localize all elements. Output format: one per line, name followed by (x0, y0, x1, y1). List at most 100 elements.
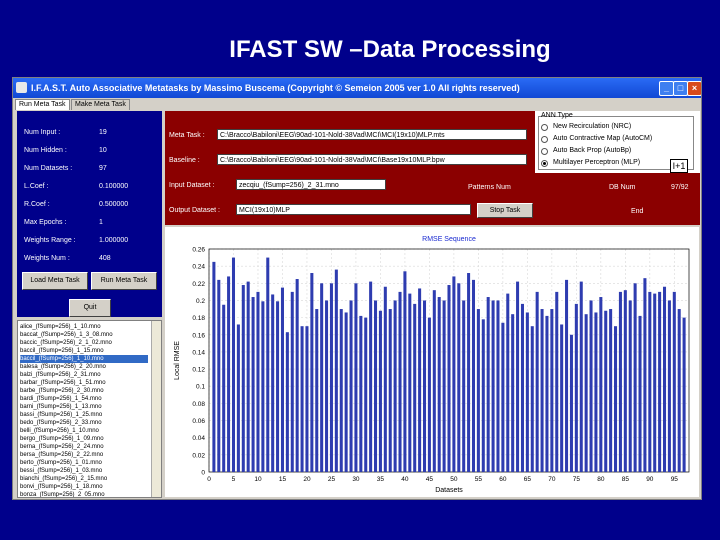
list-item[interactable]: baccil_(fSump=256)_1_15.mno (20, 348, 104, 354)
close-button[interactable]: × (687, 81, 701, 96)
bar (295, 279, 299, 472)
bar (530, 326, 534, 472)
input-dataset-field[interactable]: zecqiu_(fSump=256)_2_31.mno (236, 179, 386, 190)
stop-task-button[interactable]: Stop Task (477, 203, 533, 218)
x-tick-label: 35 (377, 476, 385, 483)
load-meta-task-button[interactable]: Load Meta Task (22, 272, 88, 290)
list-item[interactable]: bessi_(fSump=256)_1_03.mno (20, 468, 103, 474)
list-item[interactable]: barbar_(fSump=256)_1_51.mno (20, 380, 106, 386)
bar (227, 276, 231, 472)
list-item[interactable]: bergo_(fSump=256)_1_09.mno (20, 436, 104, 442)
bar (437, 297, 441, 472)
bar (432, 290, 436, 472)
bar (476, 309, 480, 472)
bar (280, 287, 284, 472)
bar (555, 291, 559, 472)
bar (266, 257, 270, 472)
bar (236, 324, 240, 472)
input-dataset-label: Input Dataset : (169, 182, 215, 189)
list-item[interactable]: baccic_(fSump=256)_2_1_02.mno (20, 340, 112, 346)
slide-title: IFAST SW –Data Processing (229, 36, 551, 63)
bar (574, 303, 578, 472)
bar (422, 300, 427, 472)
bar (579, 281, 583, 472)
list-item[interactable]: berto_(fSump=256)_1_01.mno (20, 460, 102, 466)
x-tick-label: 75 (573, 476, 581, 483)
list-item[interactable]: bonza_(fSump=256)_2_05.mno (20, 492, 105, 498)
quit-button[interactable]: Quit (69, 299, 111, 317)
bar (442, 300, 446, 472)
window-titlebar[interactable]: I.F.A.S.T. Auto Associative Metatasks by… (13, 78, 701, 98)
list-item[interactable]: bedo_(fSump=256)_2_33.mno (20, 420, 102, 426)
y-tick-label: 0 (201, 470, 205, 477)
bar (462, 300, 466, 472)
y-tick-label: 0.24 (192, 264, 205, 271)
list-item[interactable]: barbe_(fSump=256)_2_30.mno (20, 388, 104, 394)
list-item[interactable]: berna_(fSump=256)_2_24.mno (20, 444, 104, 450)
list-item[interactable]: barni_(fSump=256)_1_13.mno (20, 404, 102, 410)
list-item[interactable]: bianchi_(fSump=256)_2_15.mno (20, 476, 108, 482)
bar (427, 317, 431, 472)
radio-nrc[interactable] (541, 124, 548, 131)
radio-mlp[interactable] (541, 160, 548, 167)
plus-one-button[interactable]: I+1 (670, 159, 688, 173)
metatask-label: Meta Task : (169, 132, 205, 139)
list-item[interactable]: balzi_(fSump=256)_2_31.mno (20, 372, 101, 378)
param-label: Num Datasets : (24, 165, 73, 172)
y-tick-label: 0.26 (192, 247, 205, 254)
dataset-list[interactable]: alice_(fSump=256)_1_10.mno baccat_(fSump=… (17, 320, 162, 498)
list-item[interactable]: baccil_(fSump=256)_1_10.mno (20, 355, 148, 363)
list-item[interactable]: belli_(fSump=256)_1_10.mno (20, 428, 99, 434)
bar (217, 279, 221, 472)
x-tick-label: 20 (303, 476, 311, 483)
param-label: L.Coef : (24, 183, 49, 190)
list-scrollbar[interactable] (151, 321, 161, 497)
param-label: Num Input : (24, 129, 61, 136)
maximize-button[interactable]: □ (673, 81, 688, 96)
bar (618, 291, 622, 472)
x-tick-label: 15 (279, 476, 287, 483)
bar (329, 283, 333, 472)
bar (256, 291, 260, 472)
db-num-value: 97/92 (671, 184, 689, 191)
bar (364, 317, 368, 472)
list-item[interactable]: balesa_(fSump=256)_2_20.mno (20, 364, 106, 370)
run-meta-task-button[interactable]: Run Meta Task (91, 272, 157, 290)
bar (496, 300, 500, 472)
y-tick-label: 0.12 (192, 367, 205, 374)
list-item[interactable]: bassi_(fSump=256)_1_25.mno (20, 412, 103, 418)
ann-type-group: ANN Type New Recirculation (NRC) Auto Co… (535, 111, 700, 225)
list-item[interactable]: alice_(fSump=256)_1_10.mno (20, 324, 101, 330)
output-dataset-field[interactable]: MCI(19x10)MLP (236, 204, 471, 215)
x-tick-label: 25 (328, 476, 336, 483)
param-value: 0.500000 (99, 201, 129, 208)
bar (467, 273, 471, 472)
x-tick-label: 80 (597, 476, 605, 483)
list-item[interactable]: bardi_(fSump=256)_1_54.mno (20, 396, 102, 402)
bar (325, 300, 329, 472)
param-value: 19 (99, 129, 107, 136)
bar (560, 324, 564, 472)
y-tick-label: 0.1 (196, 384, 205, 391)
list-item[interactable]: bersa_(fSump=256)_2_22.mno (20, 452, 104, 458)
y-tick-label: 0.16 (192, 332, 205, 339)
y-tick-label: 0.08 (192, 401, 205, 408)
bar (310, 273, 314, 472)
list-item[interactable]: baccat_(fSump=256)_1_3_08.mno (20, 332, 113, 338)
radio-autobp[interactable] (541, 148, 548, 155)
x-tick-label: 55 (475, 476, 483, 483)
metatask-field[interactable]: C:\Bracco\Babiloni\EEG\90ad-101-Nold-38V… (217, 129, 527, 140)
x-tick-label: 30 (352, 476, 360, 483)
bar (520, 303, 524, 472)
minimize-button[interactable]: _ (659, 81, 674, 96)
list-item[interactable]: bonvi_(fSump=256)_1_18.mno (20, 484, 103, 490)
bar (447, 285, 451, 472)
parameters-panel: Num Input : 19 Num Hidden : 10 Num Datas… (17, 111, 162, 317)
radio-autocm[interactable] (541, 136, 548, 143)
bar (393, 300, 397, 472)
bar (540, 309, 544, 472)
tab-run-meta-task[interactable]: Run Meta Task (15, 99, 70, 110)
baseline-field[interactable]: C:\Bracco\Babiloni\EEG\90ad-101-Nold-38V… (217, 154, 527, 165)
x-tick-label: 10 (254, 476, 262, 483)
tab-make-meta-task[interactable]: Make Meta Task (71, 99, 130, 110)
